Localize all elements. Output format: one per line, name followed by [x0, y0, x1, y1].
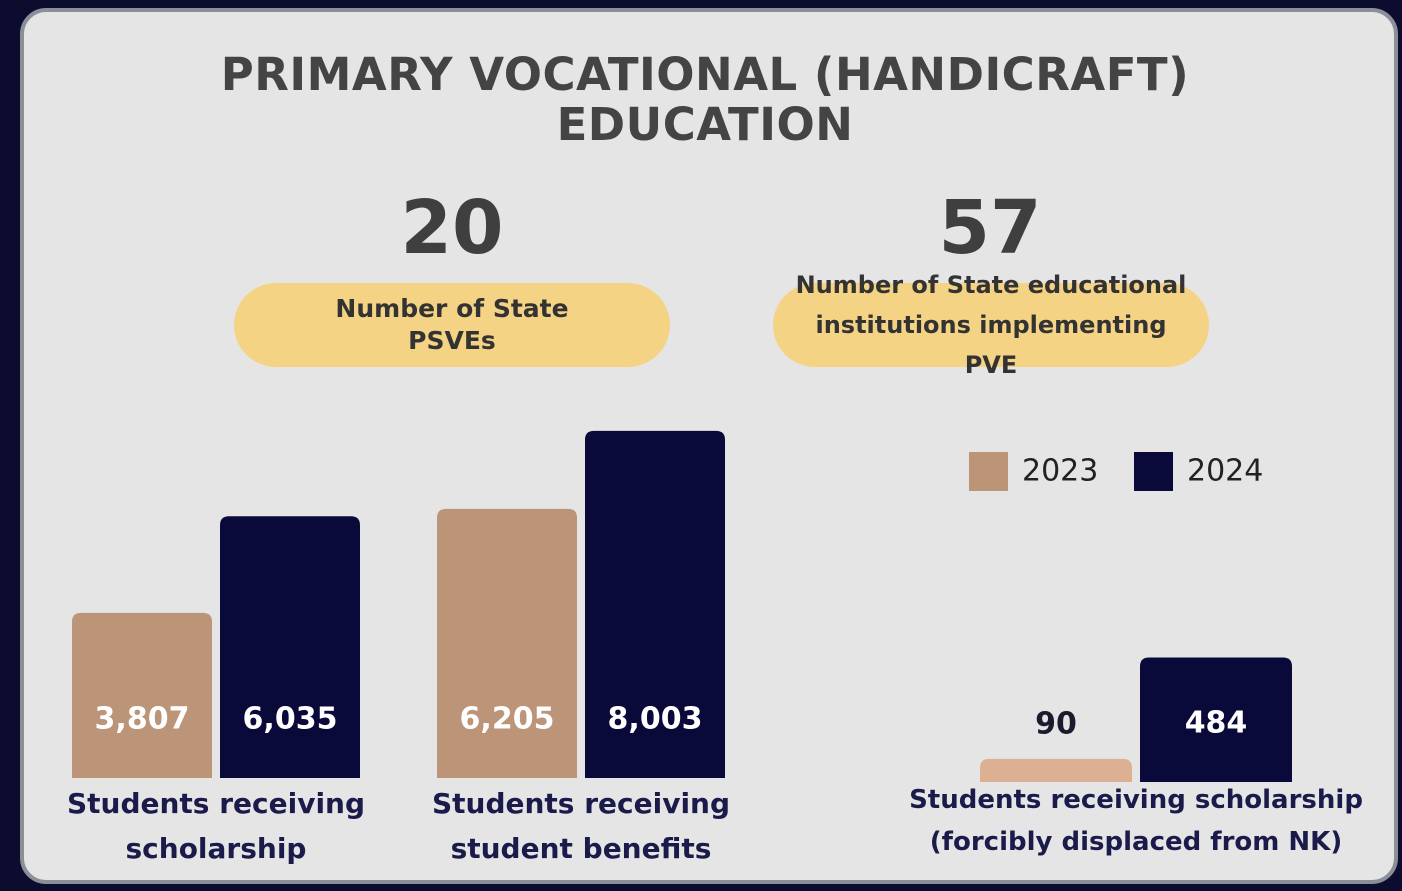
bar	[980, 758, 1132, 782]
value-label: 6,205	[460, 702, 555, 737]
bar	[1140, 657, 1292, 782]
value-label: 6,035	[243, 702, 338, 737]
stat-label: Number of State PSVEs	[234, 283, 670, 367]
category-label: Students receiving scholarship	[66, 787, 366, 865]
value-label: 8,003	[608, 702, 703, 737]
legend-swatch	[969, 452, 1008, 491]
title: PRIMARY VOCATIONAL (HANDICRAFT) EDUCATIO…	[220, 48, 1190, 151]
bar	[220, 516, 360, 778]
bar	[585, 430, 725, 778]
stat-value: 20	[400, 185, 504, 271]
value-label: 90	[1035, 706, 1077, 741]
value-label: 484	[1185, 706, 1248, 741]
value-label: 3,807	[95, 702, 190, 737]
legend-label: 2023	[1022, 454, 1098, 489]
bar	[437, 508, 577, 778]
stat-value: 57	[938, 185, 1042, 271]
bar	[72, 612, 212, 778]
category-label: Students receiving student benefits	[431, 787, 731, 865]
category-label: Students receiving scholarship (forcibly…	[909, 785, 1363, 857]
legend-label: 2024	[1187, 454, 1263, 489]
legend-swatch	[1134, 452, 1173, 491]
